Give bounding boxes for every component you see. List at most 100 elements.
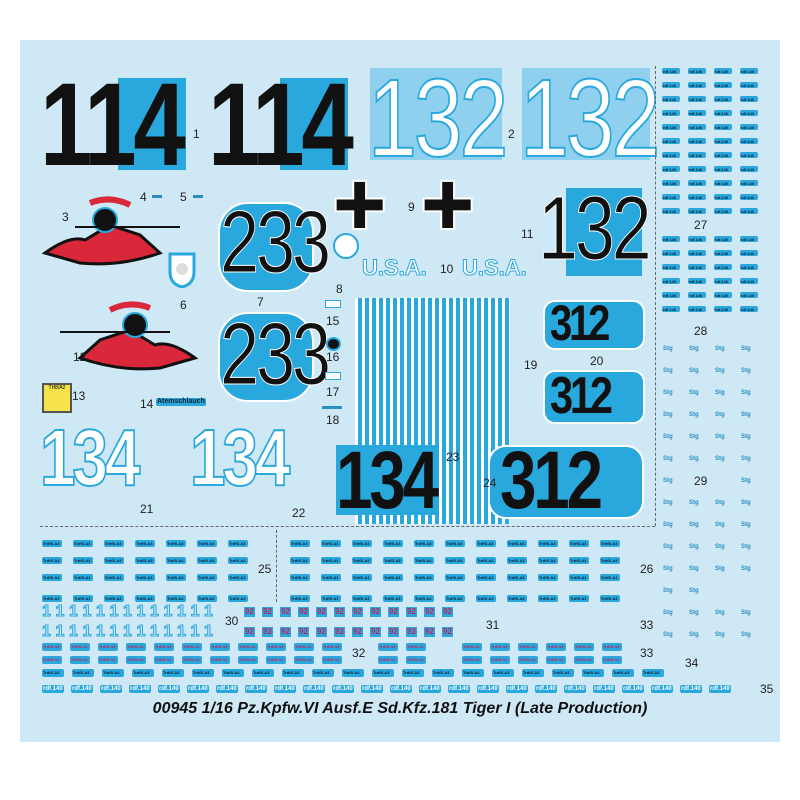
decal-32-marking: TrdfS.A3 (42, 656, 62, 664)
decal-35-rdf: rdf.140 (216, 685, 238, 693)
decal-30-one: 1 (69, 623, 79, 641)
decal-27-stamp: rdf.140 (714, 124, 732, 130)
decal-27-stamp: rdf.140 (740, 124, 758, 130)
decal-32-marking: TrdfS.A3 (210, 643, 230, 651)
decal-32-marking: TrdfS.A3 (238, 643, 258, 651)
decal-27-stamp: rdf.140 (662, 110, 680, 116)
decal-31-92: 92 (352, 607, 363, 617)
decal-25-marking: TrdfS.A3 (383, 574, 403, 581)
decal-28-stg: Stg (689, 456, 699, 462)
decal-30-one: 1 (150, 603, 160, 621)
decal-27-stamp: rdf.140 (740, 82, 758, 88)
decal-32-marking: TrdfS.A3 (154, 643, 174, 651)
decal-28-stg: Stg (663, 412, 673, 418)
decal-25-marking: TrdfS.A3 (228, 595, 248, 602)
decal-2-bg (370, 68, 502, 160)
decal-27-stamp: rdf.140 (662, 138, 680, 144)
decal-27-stamp: rdf.140 (740, 166, 758, 172)
decal-35-rdf: rdf.140 (419, 685, 441, 693)
decal-number-label: 8 (336, 282, 343, 296)
decal-25-marking: TrdfS.A3 (352, 574, 372, 581)
decal-28-stg: Stg (689, 412, 699, 418)
decal-27-stamp: rdf.140 (688, 236, 706, 242)
decal-25-marking: TrdfS.A3 (290, 540, 310, 547)
decal-27-stamp: rdf.140 (688, 138, 706, 144)
decal-30-one: 1 (136, 603, 146, 621)
decal-7-233: 233 (220, 192, 332, 291)
decal-25-marking: TrdfS.A3 (290, 595, 310, 602)
decal-number-label: 20 (590, 354, 604, 368)
decal-25-marking: TrdfS.A3 (445, 574, 465, 581)
decal-28-stg: Stg (715, 566, 725, 572)
decal-25-marking: TrdfS.A3 (600, 557, 620, 564)
decal-1-114b: 114 (208, 59, 354, 191)
decal-25-marking: TrdfS.A3 (352, 595, 372, 602)
decal-27-stamp: rdf.140 (688, 82, 706, 88)
decal-35-rdf: rdf.140 (158, 685, 180, 693)
decal-31-92: 92 (244, 607, 255, 617)
decal-25-marking: TrdfS.A3 (228, 540, 248, 547)
decal-25-marking: TrdfS.A3 (538, 557, 558, 564)
decal-28-stg: Stg (663, 544, 673, 550)
decal-number-label: 3 (62, 210, 69, 224)
decal-28-stg: Stg (741, 412, 751, 418)
decal-16 (326, 337, 341, 351)
decal-25-marking: TrdfS.A3 (507, 595, 527, 602)
decal-28-stg: Stg (741, 434, 751, 440)
decal-28-stg: Stg (663, 368, 673, 374)
decal-number-label: 30 (225, 614, 239, 628)
decal-1-bg (118, 78, 186, 170)
decal-25-marking: TrdfS.A3 (135, 557, 155, 564)
decal-number-label: 26 (640, 562, 654, 576)
decal-number-label: 32 (352, 646, 366, 660)
decal-35-rdf: rdf.140 (535, 685, 557, 693)
decal-31-92: 92 (298, 627, 309, 637)
decal-33-marking: TrdfS.A3 (312, 669, 334, 677)
decal-27-stamp: rdf.140 (688, 264, 706, 270)
decal-28-stg: Stg (663, 522, 673, 528)
decal-28-stg: Stg (689, 434, 699, 440)
decal-number-label: 19 (524, 358, 538, 372)
decal-27-stamp: rdf.140 (714, 96, 732, 102)
decal-28-stg: Stg (663, 588, 673, 594)
decal-25-marking: TrdfS.A3 (414, 574, 434, 581)
decal-27-stamp: rdf.140 (688, 152, 706, 158)
decal-25-marking: TrdfS.A3 (321, 595, 341, 602)
decal-27-stamp: rdf.140 (688, 278, 706, 284)
decal-25-marking: TrdfS.A3 (507, 574, 527, 581)
decal-32-marking: TrdfS.A3 (294, 656, 314, 664)
decal-23-bg (336, 445, 436, 515)
decal-27-stamp: rdf.140 (740, 306, 758, 312)
decal-28-stg: Stg (715, 346, 725, 352)
decal-25-marking: TrdfS.A3 (445, 540, 465, 547)
decal-27-stamp: rdf.140 (688, 68, 706, 74)
decal-20b-bg (543, 370, 645, 424)
decal-25-marking: TrdfS.A3 (569, 595, 589, 602)
decal-28-stg: Stg (663, 566, 673, 572)
decal-32-marking: TrdfS.A3 (266, 656, 286, 664)
decal-5 (193, 195, 203, 198)
decal-18 (322, 406, 342, 409)
decal-35-rdf: rdf.140 (390, 685, 412, 693)
decal-27-stamp: rdf.140 (740, 152, 758, 158)
decal-27-stamp: rdf.140 (714, 208, 732, 214)
decal-32-marking: TrdfS.A3 (322, 656, 342, 664)
decal-25-marking: TrdfS.A3 (569, 574, 589, 581)
decal-27-stamp: rdf.140 (714, 82, 732, 88)
decal-27-stamp: rdf.140 (662, 292, 680, 298)
decal-27-stamp: rdf.140 (688, 110, 706, 116)
decal-35-rdf: rdf.140 (448, 685, 470, 693)
decal-31-92: 92 (316, 607, 327, 617)
decal-30-one: 1 (82, 623, 92, 641)
decal-28-stg: Stg (663, 456, 673, 462)
decal-number-label: 9 (408, 200, 415, 214)
decal-27-stamp: rdf.140 (662, 194, 680, 200)
bear-shield-icon (168, 252, 196, 288)
decal-25-marking: TrdfS.A3 (600, 595, 620, 602)
decal-32-marking: TrdfS.A3 (126, 643, 146, 651)
decal-30-one: 1 (55, 623, 65, 641)
decal-28-stg: Stg (715, 368, 725, 374)
decal-28-stg: Stg (689, 500, 699, 506)
decal-30-one: 1 (190, 623, 200, 641)
decal-31-92: 92 (388, 627, 399, 637)
